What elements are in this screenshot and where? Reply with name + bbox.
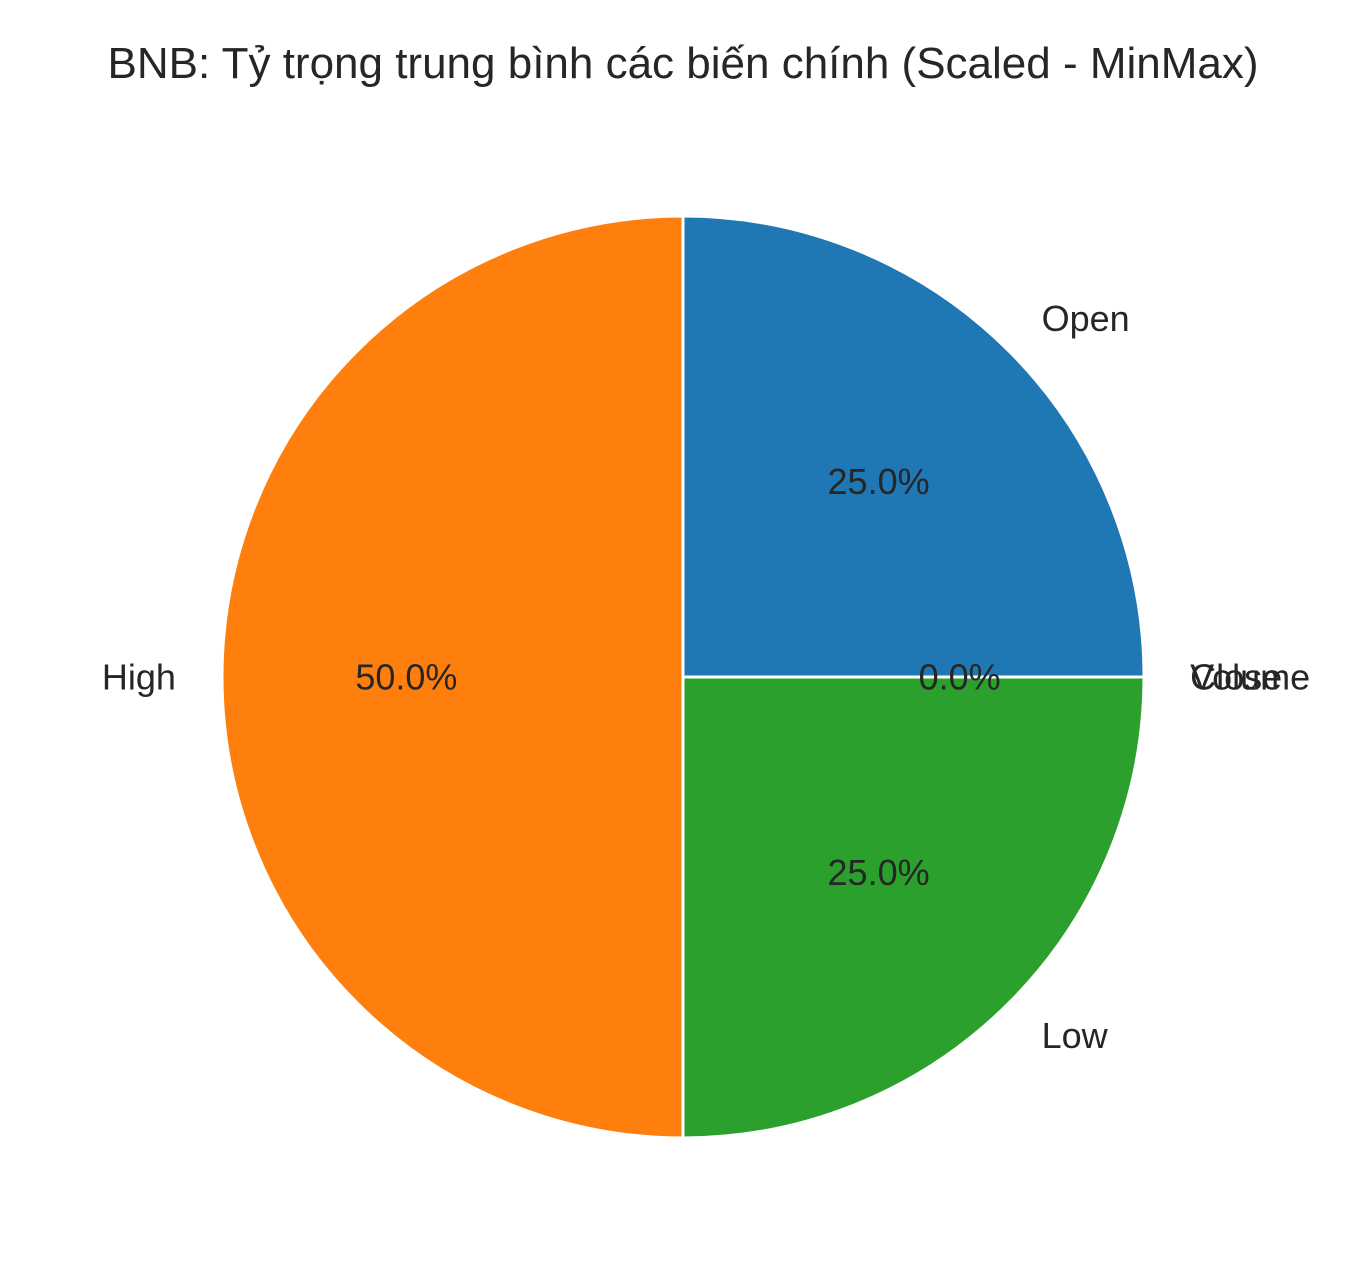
slice-label-volume: Volume <box>1190 657 1310 698</box>
pct-label-close: 0.0% <box>919 657 1001 698</box>
pie-slice-high <box>220 214 685 1140</box>
pct-label-low: 25.0% <box>828 852 930 893</box>
pie-slice-open <box>681 214 1146 679</box>
slice-label-high: High <box>102 657 176 698</box>
pie-labels: Close 0.0% Open 25.0% High 50.0% Low 25.0% Volum… <box>102 298 1310 1056</box>
pie-slices <box>220 214 1146 1140</box>
pie-slice-low <box>681 675 1146 1140</box>
pct-label-high: 50.0% <box>355 657 457 698</box>
slice-label-open: Open <box>1042 298 1130 339</box>
slice-label-close: Close <box>1190 657 1282 698</box>
chart-title: BNB: Tỷ trọng trung bình các biến chính … <box>107 39 1258 88</box>
pct-label-open: 25.0% <box>828 461 930 502</box>
slice-label-low: Low <box>1042 1015 1109 1056</box>
